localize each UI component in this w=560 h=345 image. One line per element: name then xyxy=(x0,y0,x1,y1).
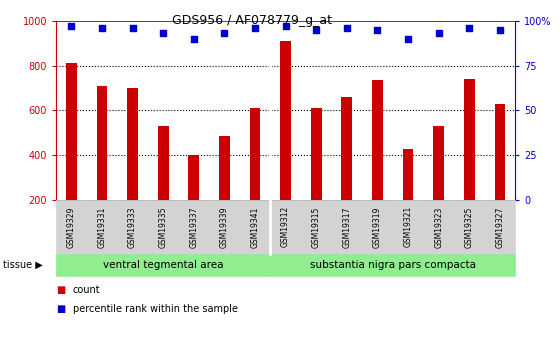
Point xyxy=(434,30,443,36)
Text: GSM19323: GSM19323 xyxy=(434,206,443,247)
Point xyxy=(373,27,382,32)
Text: count: count xyxy=(73,285,100,295)
Text: GSM19339: GSM19339 xyxy=(220,206,229,248)
Point xyxy=(128,25,137,31)
Text: GSM19321: GSM19321 xyxy=(404,206,413,247)
Bar xyxy=(403,148,413,200)
Text: GDS956 / AF078779_g_at: GDS956 / AF078779_g_at xyxy=(172,14,332,27)
Text: substantia nigra pars compacta: substantia nigra pars compacta xyxy=(310,260,476,270)
Point xyxy=(281,23,290,29)
Text: ventral tegmental area: ventral tegmental area xyxy=(103,260,223,270)
Text: GSM19317: GSM19317 xyxy=(342,206,351,247)
Point xyxy=(67,23,76,29)
Bar xyxy=(433,126,444,200)
Text: tissue ▶: tissue ▶ xyxy=(3,260,43,270)
Point xyxy=(496,27,505,32)
Point xyxy=(158,30,167,36)
Text: GSM19327: GSM19327 xyxy=(496,206,505,247)
Point xyxy=(465,25,474,31)
Point xyxy=(312,27,321,32)
Point xyxy=(220,30,229,36)
Point xyxy=(404,36,413,41)
Bar xyxy=(372,80,383,200)
Bar xyxy=(96,86,108,200)
Text: ■: ■ xyxy=(56,285,66,295)
Point xyxy=(189,36,198,41)
Text: GSM19331: GSM19331 xyxy=(97,206,106,247)
Text: GSM19319: GSM19319 xyxy=(373,206,382,247)
Bar xyxy=(311,108,321,200)
Text: GSM19329: GSM19329 xyxy=(67,206,76,247)
Bar xyxy=(66,63,77,200)
Point xyxy=(97,25,106,31)
Bar xyxy=(280,41,291,200)
Bar xyxy=(188,155,199,200)
Text: GSM19312: GSM19312 xyxy=(281,206,290,247)
Text: GSM19337: GSM19337 xyxy=(189,206,198,248)
Bar xyxy=(127,88,138,200)
Text: ■: ■ xyxy=(56,304,66,314)
Text: GSM19333: GSM19333 xyxy=(128,206,137,248)
Text: GSM19335: GSM19335 xyxy=(158,206,167,248)
Text: GSM19341: GSM19341 xyxy=(250,206,259,247)
Bar xyxy=(342,97,352,200)
Point xyxy=(250,25,259,31)
Bar xyxy=(250,108,260,200)
Bar xyxy=(464,79,475,200)
Text: GSM19325: GSM19325 xyxy=(465,206,474,247)
Point xyxy=(342,25,351,31)
Text: percentile rank within the sample: percentile rank within the sample xyxy=(73,304,238,314)
Bar xyxy=(219,136,230,200)
Bar xyxy=(494,104,505,200)
Bar xyxy=(158,126,169,200)
Text: GSM19315: GSM19315 xyxy=(312,206,321,247)
